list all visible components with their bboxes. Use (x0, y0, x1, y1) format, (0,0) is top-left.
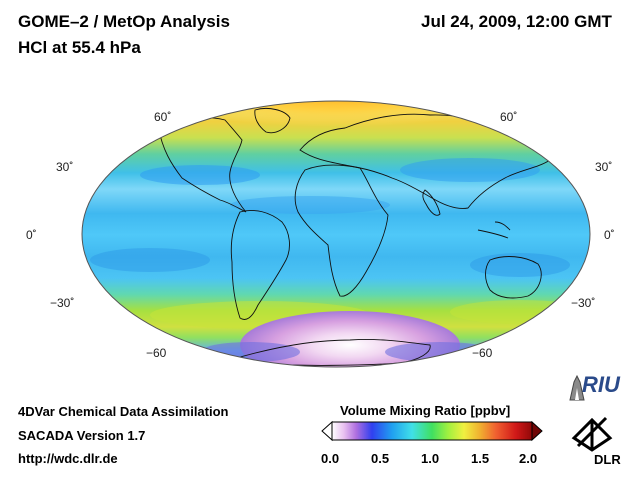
map-title: GOME–2 / MetOp Analysis (18, 12, 230, 31)
map-subtitle: HCl at 55.4 hPa (18, 38, 141, 57)
colorbar-ramp (331, 421, 533, 441)
coastlines (157, 107, 551, 366)
map-datetime: Jul 24, 2009, 12:00 GMT (421, 12, 612, 31)
colorbar-min-arrow (321, 420, 333, 442)
colorbar-max-arrow (531, 420, 543, 442)
lat-label-right-minus60: −60 (472, 346, 493, 360)
colorbar-tick-1: 0.5 (371, 451, 390, 466)
colorbar-tick-2: 1.0 (421, 451, 440, 466)
riu-logo-text: RIU (582, 372, 620, 397)
colorbar-tick-0: 0.0 (321, 451, 340, 466)
lat-label-left-minus60: −60 (146, 346, 167, 360)
dlr-emblem-icon (571, 416, 613, 452)
lat-label-left-30: 30˚ (56, 160, 74, 174)
lat-label-right-minus30: −30˚ (571, 296, 596, 310)
map-field (82, 101, 590, 367)
footer-method: 4DVar Chemical Data Assimilation (18, 404, 229, 419)
lat-label-right-60: 60˚ (500, 110, 518, 124)
footer-url: http://wdc.dlr.de (18, 451, 118, 466)
footer-version: SACADA Version 1.7 (18, 428, 146, 443)
riu-logo: RIU (566, 372, 630, 402)
colorbar-tick-4: 2.0 (519, 451, 538, 466)
lat-label-right-0: 0˚ (604, 228, 615, 242)
riu-tower-icon (569, 374, 585, 401)
lat-label-left-minus30: −30˚ (50, 296, 75, 310)
map-border (81, 100, 591, 368)
colorbar-title: Volume Mixing Ratio [ppbv] (340, 403, 511, 418)
colorbar (321, 420, 543, 442)
lat-label-left-60: 60˚ (154, 110, 172, 124)
dlr-logo: DLR (566, 412, 630, 472)
colorbar-tick-3: 1.5 (471, 451, 490, 466)
dlr-logo-text: DLR (594, 452, 621, 467)
lat-label-right-30: 30˚ (595, 160, 613, 174)
lat-label-left-0: 0˚ (26, 228, 37, 242)
